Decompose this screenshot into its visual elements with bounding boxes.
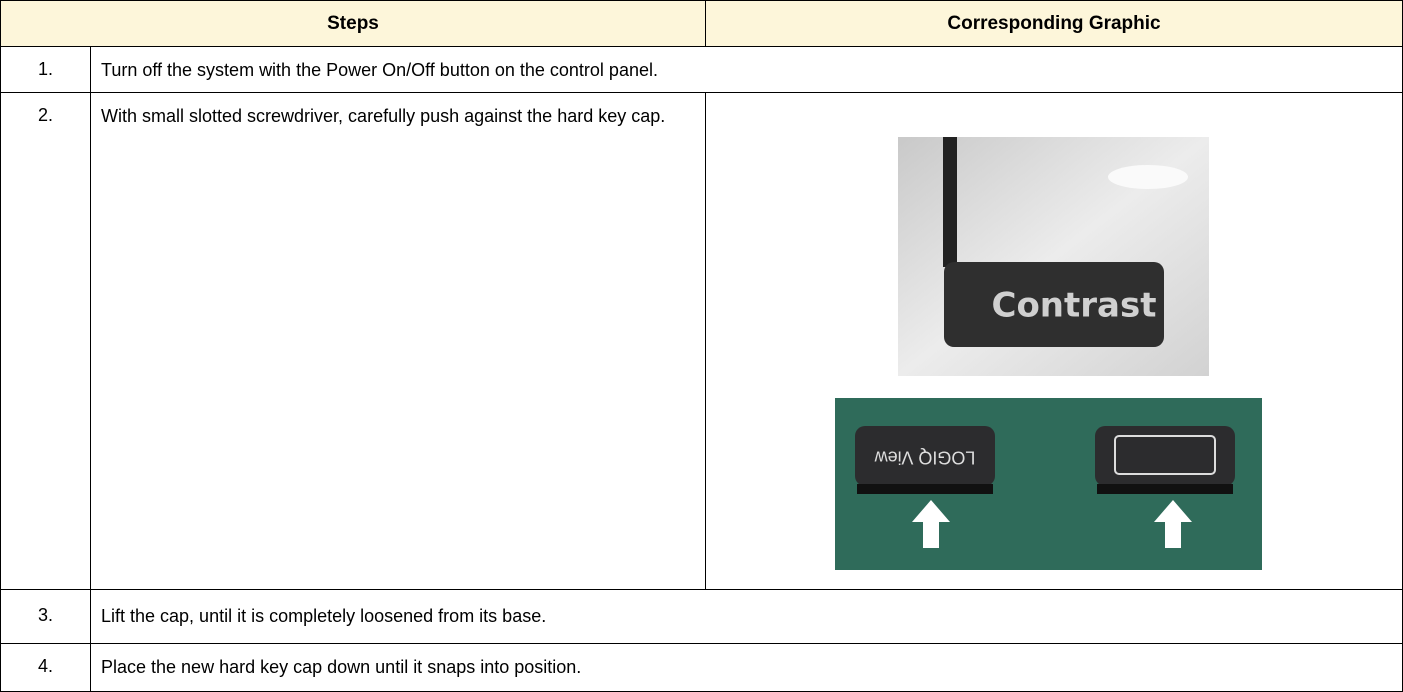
step-number: 4.	[0, 643, 91, 692]
step-text: Lift the cap, until it is completely loo…	[90, 589, 1403, 644]
step-number: 3.	[0, 589, 91, 644]
photo-contrast-key: Contrast	[898, 137, 1209, 376]
step-text: Turn off the system with the Power On/Of…	[90, 46, 1403, 93]
header-cell: Corresponding Graphic	[705, 0, 1403, 47]
key-label: LOGIQ View	[874, 447, 976, 467]
step-text: With small slotted screwdriver, carefull…	[90, 92, 706, 590]
step-number: 2.	[0, 92, 91, 590]
key-label: Contrast	[992, 286, 1157, 326]
header-cell: Steps	[0, 0, 706, 47]
step-number: 1.	[0, 46, 91, 93]
photo-key-caps: LOGIQ View	[835, 398, 1262, 570]
step-text: Place the new hard key cap down until it…	[90, 643, 1403, 692]
